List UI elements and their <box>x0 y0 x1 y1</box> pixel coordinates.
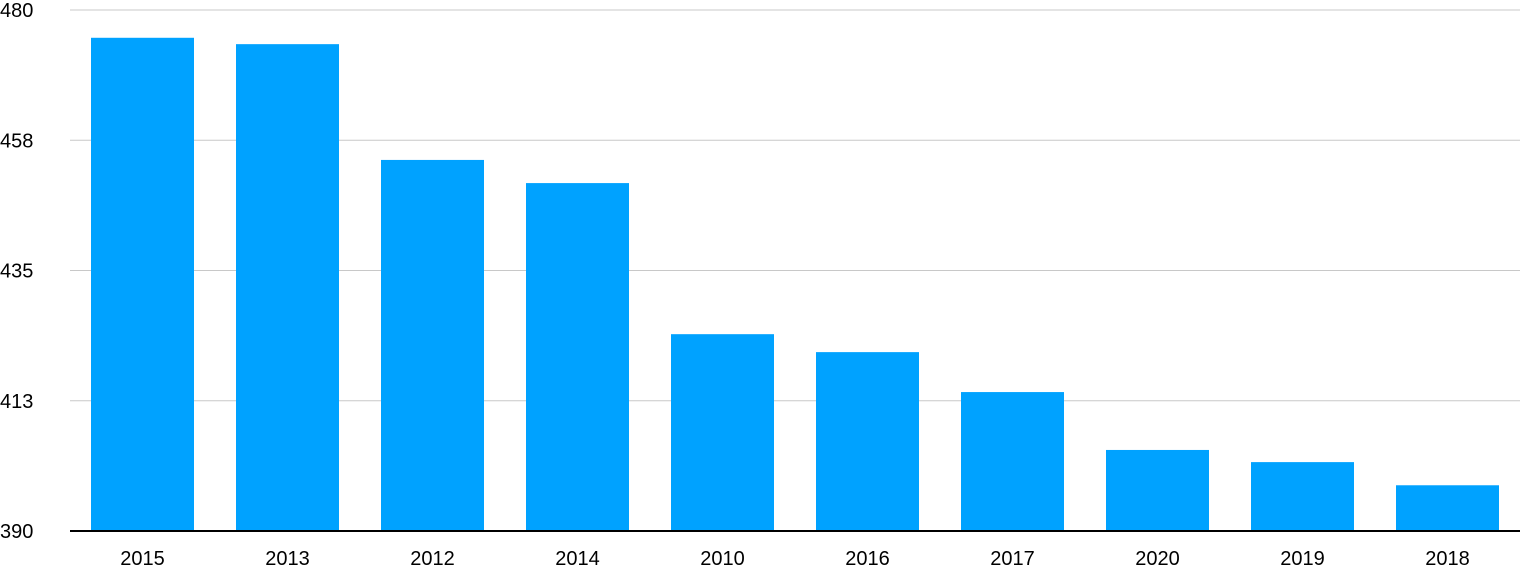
x-tick-label: 2017 <box>990 548 1035 568</box>
y-tick-label: 413 <box>0 391 33 413</box>
x-tick-label: 2013 <box>265 548 310 568</box>
bar-2015 <box>91 37 194 531</box>
bar-2016 <box>816 352 919 531</box>
x-tick-label: 2010 <box>700 548 745 568</box>
bar-2014 <box>526 183 629 532</box>
x-tick-label: 2018 <box>1425 548 1470 568</box>
x-tick-label: 2020 <box>1135 548 1180 568</box>
y-tick-label: 435 <box>0 261 33 283</box>
y-tick-label: 390 <box>0 521 33 543</box>
y-tick-label: 458 <box>0 130 33 152</box>
x-axis-ticks: 2015 2013 2012 2014 2010 2016 2017 2020 2019 2018 <box>120 548 1470 570</box>
bar-2012 <box>381 159 484 531</box>
bars <box>91 37 1499 532</box>
bar-2010 <box>671 334 774 531</box>
x-tick-label: 2016 <box>845 548 890 568</box>
x-tick-label: 2015 <box>120 548 165 568</box>
y-tick-label: 480 <box>0 0 33 22</box>
bar-2018 <box>1396 485 1499 531</box>
x-tick-label: 2012 <box>410 548 455 568</box>
y-axis-ticks: 390 413 435 458 480 <box>0 0 33 543</box>
bar-2020 <box>1106 449 1209 531</box>
x-tick-label: 2014 <box>555 548 600 568</box>
bar-2017 <box>961 392 1064 531</box>
bar-2013 <box>236 44 339 531</box>
x-tick-label: 2019 <box>1280 548 1325 568</box>
bar-2019 <box>1251 462 1354 531</box>
